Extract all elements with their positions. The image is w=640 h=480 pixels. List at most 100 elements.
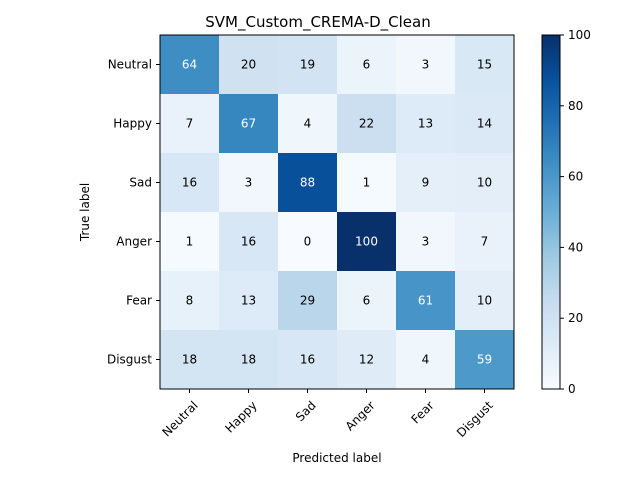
cell-value-label: 67	[241, 117, 256, 131]
cell-value-label: 13	[418, 117, 433, 131]
x-tick-label: Sad	[293, 398, 319, 424]
heatmap-cell	[455, 212, 515, 272]
heatmap-cell	[160, 212, 220, 272]
cell-value-label: 19	[300, 58, 315, 72]
heatmap-cell	[337, 35, 397, 95]
heatmap-cell	[455, 330, 515, 390]
cell-value-label: 6	[363, 294, 371, 308]
x-axis-ticks: Neutral Happy Sad Anger Fear Disgust	[159, 389, 496, 440]
cell-value-label: 20	[241, 58, 256, 72]
cell-value-label: 7	[186, 117, 194, 131]
x-tick-label: Anger	[343, 398, 378, 433]
cell-value-label: 13	[241, 294, 256, 308]
cell-value-label: 88	[300, 176, 315, 190]
y-tick-label: Anger	[116, 235, 152, 249]
cell-value-label: 4	[422, 353, 430, 367]
cell-value-label: 0	[304, 235, 312, 249]
y-tick-label: Sad	[129, 176, 152, 190]
y-tick-label: Neutral	[108, 58, 152, 72]
heatmap-cell	[219, 271, 279, 331]
cell-value-label: 12	[359, 353, 374, 367]
cell-value-label: 6	[363, 58, 371, 72]
y-tick-label: Fear	[126, 294, 152, 308]
chart-title: SVM_Custom_CREMA-D_Clean	[205, 13, 430, 32]
cell-value-label: 9	[422, 176, 430, 190]
heatmap-cell	[337, 212, 397, 272]
x-tick-label: Disgust	[454, 398, 496, 440]
colorbar-frame	[541, 34, 561, 390]
cell-value-label: 64	[182, 58, 197, 72]
heatmap-cell	[278, 271, 338, 331]
heatmap-cell	[219, 330, 279, 390]
heatmap-cell	[396, 153, 456, 213]
cell-value-label: 59	[477, 353, 492, 367]
cell-value-label: 22	[359, 117, 374, 131]
y-axis-ticks: Neutral Happy Sad Anger Fear Disgust	[107, 58, 160, 367]
heatmap-cell	[160, 271, 220, 331]
heatmap-cell	[455, 35, 515, 95]
heatmap-cell	[219, 212, 279, 272]
cell-value-label: 16	[300, 353, 315, 367]
heatmap-cell	[455, 271, 515, 331]
cell-value-label: 1	[186, 235, 194, 249]
colorbar	[542, 35, 560, 389]
cell-value-label: 10	[477, 176, 492, 190]
heatmap-cell	[278, 212, 338, 272]
heatmap-cell	[278, 153, 338, 213]
heatmap-cells	[160, 35, 515, 390]
x-tick-label: Fear	[408, 398, 436, 426]
cell-value-label: 4	[304, 117, 312, 131]
cell-value-label: 3	[422, 235, 430, 249]
heatmap-cell	[337, 153, 397, 213]
colorbar-tick-label: 20	[568, 311, 583, 325]
heatmap-cell	[160, 153, 220, 213]
cell-value-label: 3	[245, 176, 253, 190]
cell-value-label: 18	[182, 353, 197, 367]
cell-value-label: 29	[300, 294, 315, 308]
cell-value-label: 16	[241, 235, 256, 249]
colorbar-tick-label: 0	[568, 382, 576, 396]
heatmap-cell	[337, 271, 397, 331]
y-axis-label: True label	[78, 183, 92, 242]
cell-value-label: 61	[418, 294, 433, 308]
colorbar-tick-label: 60	[568, 170, 583, 184]
cell-value-label: 14	[477, 117, 492, 131]
heatmap-cell	[219, 35, 279, 95]
heatmap-cell	[455, 153, 515, 213]
cell-value-label: 3	[422, 58, 430, 72]
heatmap-cell	[278, 330, 338, 390]
colorbar-tick-label: 100	[568, 28, 591, 42]
heatmap-cell	[396, 271, 456, 331]
y-tick-label: Disgust	[107, 353, 152, 367]
colorbar-tick-label: 40	[568, 240, 583, 254]
x-axis-label: Predicted label	[292, 451, 381, 465]
heatmap-cell	[455, 94, 515, 154]
colorbar-tick-label: 80	[568, 99, 583, 113]
heatmap-cell	[160, 330, 220, 390]
heatmap-cell	[219, 94, 279, 154]
heatmap-cell	[219, 153, 279, 213]
plot-frame	[159, 34, 515, 390]
cell-value-label: 100	[355, 235, 378, 249]
x-tick-label: Neutral	[159, 398, 200, 439]
heatmap-cell	[396, 35, 456, 95]
cell-value-label: 18	[241, 353, 256, 367]
heatmap-cell	[396, 212, 456, 272]
cell-value-label: 10	[477, 294, 492, 308]
colorbar-ticks: 0 20 40 60 80 100	[560, 28, 591, 396]
heatmap-cell	[396, 330, 456, 390]
cell-value-label: 15	[477, 58, 492, 72]
heatmap-cell	[337, 330, 397, 390]
heatmap-cell	[160, 35, 220, 95]
cell-value-label: 1	[363, 176, 371, 190]
heatmap-cell	[337, 94, 397, 154]
heatmap-cell	[278, 94, 338, 154]
heatmap-cell	[396, 94, 456, 154]
heatmap-cell	[278, 35, 338, 95]
cell-value-label: 8	[186, 294, 194, 308]
heatmap-cell	[160, 94, 220, 154]
cell-value-label: 16	[182, 176, 197, 190]
y-tick-label: Happy	[113, 117, 152, 131]
